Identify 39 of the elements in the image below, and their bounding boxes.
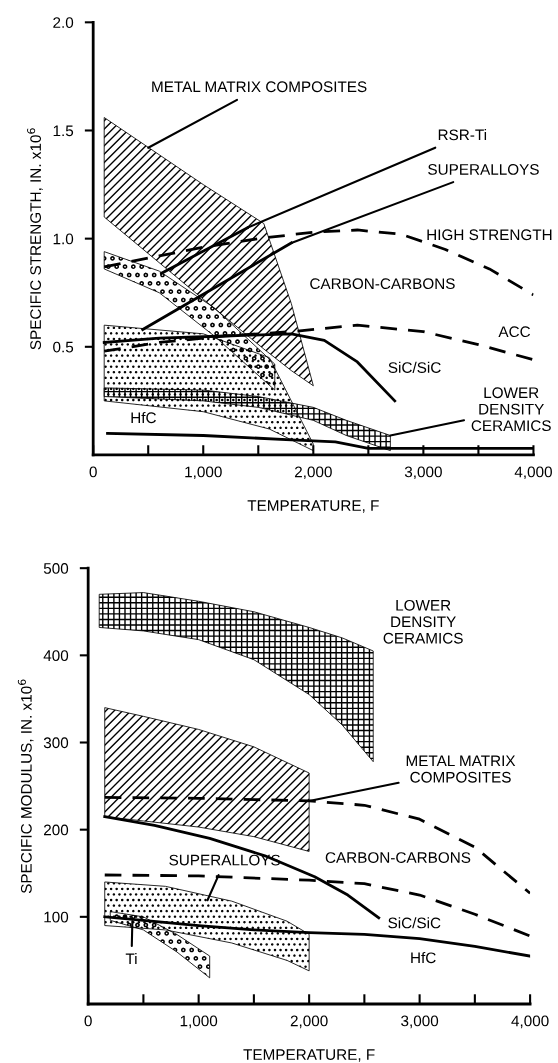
annotation: SUPERALLOYS [428,164,539,175]
annotation: RSR-Ti [438,129,487,141]
x-tick-label: 2,000 [290,1015,328,1029]
y-axis-title: SPECIFIC MODULUS, IN. x10$^{6}$ [17,679,34,894]
x-tick-label: 3,000 [404,466,442,480]
y-tick-label: 100 [44,911,69,923]
x-axis-title: TEMPERATURE, F [247,500,379,513]
annotation: SUPERALLOYS [169,854,280,866]
y-tick-label: 1.0 [53,233,74,245]
annotation: LOWER DENSITY CERAMICS [471,387,551,432]
annotation: CARBON-CARBONS [310,278,455,290]
annotation: SiC/SiC [388,917,441,929]
y-tick-label: 300 [43,737,69,749]
y-tick-label: 400 [43,650,69,662]
x-axis-title: TEMPERATURE, F [243,1049,375,1062]
x-tick-label: 4,000 [511,1015,549,1029]
x-tick-label: 4,000 [514,466,552,480]
y-tick-label: 2.0 [53,17,74,29]
y-tick-label: 1.5 [53,125,74,137]
y-tick-label: 200 [44,824,69,836]
annotation: Ti [125,952,137,965]
y-axis-title: SPECIFIC STRENGTH, IN. x10$^{6}$ [27,128,43,350]
annotation: SiC/SiC [388,361,441,373]
annotation: CARBON-CARBONS [325,852,471,863]
annotation: HIGH STRENGTH [427,229,552,241]
x-tick-label: 2,000 [294,466,332,480]
x-tick-label: 1,000 [180,1015,218,1029]
x-tick-label: 0 [84,1015,92,1027]
annotation: METAL MATRIX COMPOSITES [406,755,516,783]
annotation: ACC [498,326,531,338]
annotation: HfC [131,411,156,424]
annotation: LOWER DENSITY CERAMICS [383,599,463,644]
x-tick-label: 0 [89,466,97,478]
y-tick-label: 0.5 [53,341,74,353]
x-tick-label: 1,000 [185,466,222,480]
y-tick-label: 500 [43,563,69,574]
annotation: METAL MATRIX COMPOSITES [152,81,367,93]
x-tick-label: 3,000 [401,1015,439,1029]
annotation: HfC [411,952,436,964]
